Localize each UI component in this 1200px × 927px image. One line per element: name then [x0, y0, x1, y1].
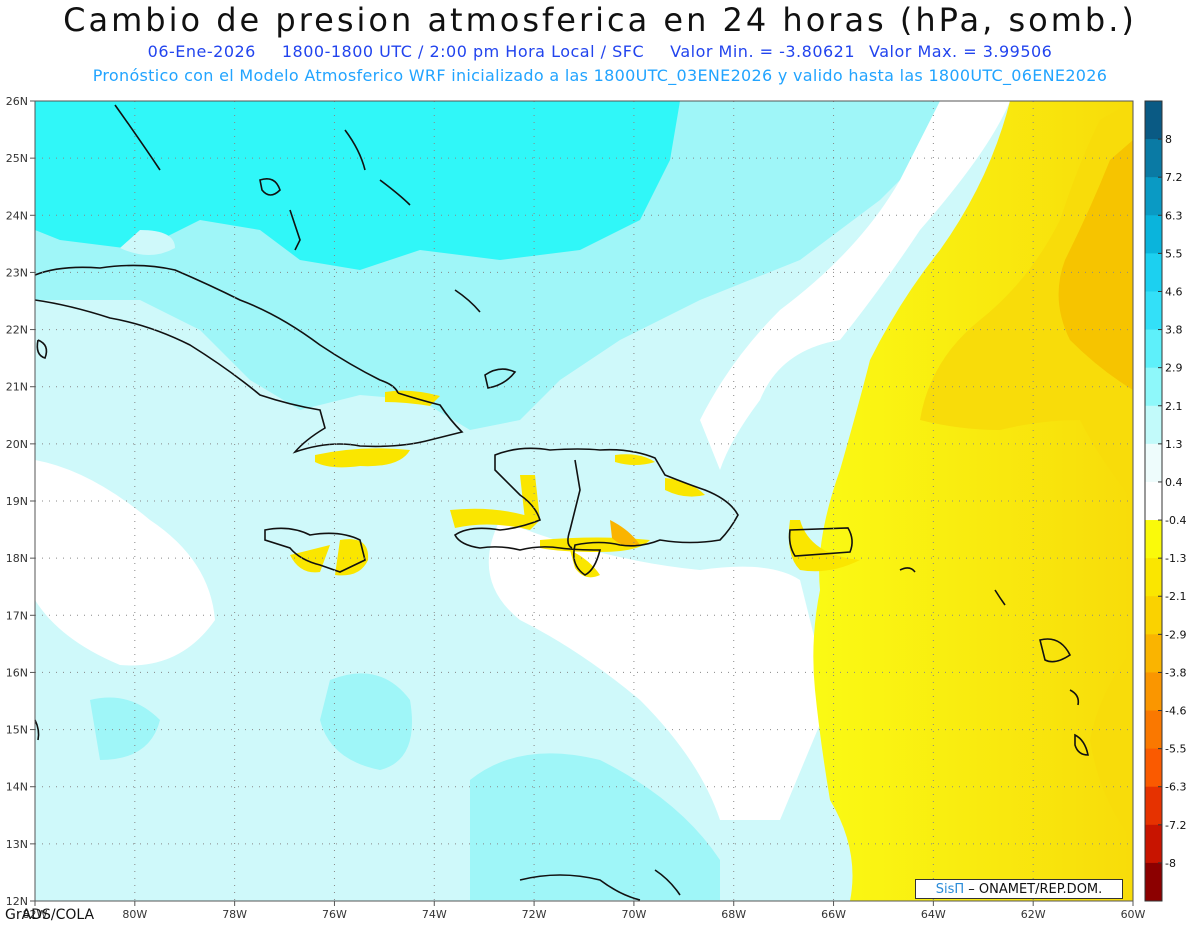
colorbar-swatch — [1145, 367, 1162, 407]
lat-label: 26N — [6, 95, 28, 108]
colorbar-label: -0.4 — [1165, 514, 1186, 527]
colorbar-swatch — [1145, 177, 1162, 216]
colorbar-label: 8 — [1165, 133, 1172, 146]
lat-label: 25N — [6, 152, 28, 165]
lat-label: 15N — [6, 724, 28, 737]
lon-label: 66W — [821, 908, 846, 921]
latitude-labels: 26N 25N 24N 23N 22N 21N 20N 19N 18N 17N 16N 15N 14N 1… — [6, 95, 35, 908]
colorbar-swatch — [1145, 139, 1162, 178]
max-value: Valor Max. = 3.99506 — [869, 42, 1053, 61]
lat-label: 13N — [6, 838, 28, 851]
colorbar-label: -2.9 — [1165, 628, 1186, 641]
lat-label: 20N — [6, 438, 28, 451]
lat-label: 23N — [6, 266, 28, 279]
colorbar-swatch — [1145, 481, 1162, 521]
colorbar-label: 4.6 — [1165, 285, 1183, 298]
pressure-field — [35, 101, 1133, 901]
model-info-line: Pronóstico con el Modelo Atmosferico WRF… — [92, 66, 1108, 85]
colorbar-label: 1.3 — [1165, 438, 1183, 451]
lon-label: 68W — [721, 908, 746, 921]
colorbar-swatch — [1145, 443, 1162, 483]
colorbar-swatch — [1145, 558, 1162, 597]
colorbar-swatch — [1145, 710, 1162, 750]
colorbar-label: -4.6 — [1165, 705, 1186, 718]
lon-label: 74W — [422, 908, 447, 921]
producer-text: – ONAMET/REP.DOM. — [964, 882, 1103, 897]
lon-label: 60W — [1121, 908, 1146, 921]
cuba-north-coast — [34, 264, 399, 394]
colorbar-label: -5.5 — [1165, 743, 1186, 756]
forecast-time: 1800-1800 UTC / 2:00 pm Hora Local / SFC — [281, 42, 645, 61]
forecast-date: 06-Ene-2026 — [147, 42, 256, 61]
forecast-info-line: 06-Ene-2026 1800-1800 UTC / 2:00 pm Hora … — [0, 42, 1200, 62]
min-value: Valor Min. = -3.80621 — [670, 42, 856, 61]
lon-label: 70W — [621, 908, 646, 921]
lon-label: 82W — [23, 908, 48, 921]
lon-label: 62W — [1021, 908, 1046, 921]
jamaica-coast — [264, 527, 366, 573]
colorbar-label: 2.1 — [1165, 400, 1183, 413]
colorbar-swatch — [1145, 786, 1162, 826]
colorbar-label: -7.2 — [1165, 819, 1186, 832]
colorbar-swatch — [1145, 672, 1162, 712]
colorbar-label: -3.8 — [1165, 666, 1186, 679]
colorbar-label: -1.3 — [1165, 552, 1186, 565]
colorbar-label: 6.3 — [1165, 209, 1183, 222]
hispaniola-coast — [453, 447, 739, 576]
map-title: Cambio de presion atmosferica en 24 hora… — [63, 1, 1137, 39]
cuba-south-coast — [34, 299, 464, 454]
colorbar-swatch — [1145, 253, 1162, 292]
colorbar-swatch — [1145, 291, 1162, 331]
colorbar: 8 7.2 6.3 5.5 4.6 3.8 2.9 2.1 1.3 0.4 -0.4 -1.3 -2.1… — [1144, 100, 1186, 902]
puerto-rico-coast — [788, 527, 853, 557]
colorbar-swatch — [1145, 596, 1162, 635]
coastlines — [34, 104, 1089, 901]
producer-credit: SisΠ – ONAMET/REP.DOM. — [915, 879, 1123, 899]
colorbar-label: 3.8 — [1165, 324, 1183, 337]
longitude-labels: 82W 80W 78W 76W 74W 72W 70W 68W 66W 64W 62W 60W — [23, 901, 1146, 921]
haiti-dr-border — [567, 459, 581, 549]
colorbar-label: -6.3 — [1165, 781, 1186, 794]
colorbar-swatch — [1145, 520, 1162, 559]
lat-label: 14N — [6, 781, 28, 794]
colorbar-swatch — [1145, 862, 1162, 902]
field-cyan-high — [35, 101, 680, 270]
lon-label: 78W — [222, 908, 247, 921]
lat-label: 22N — [6, 324, 28, 337]
colorbar-swatch — [1145, 329, 1162, 369]
weather-map: 26N 25N 24N 23N 22N 21N 20N 19N 18N 17N 16N 15N 14N 1… — [6, 95, 1187, 921]
colorbar-swatch — [1145, 215, 1162, 254]
colorbar-swatch — [1145, 405, 1162, 445]
colorbar-label: -2.1 — [1165, 590, 1186, 603]
colorbar-label: 5.5 — [1165, 247, 1183, 260]
lon-label: 80W — [122, 908, 147, 921]
colorbar-label: 2.9 — [1165, 362, 1183, 375]
colorbar-swatch — [1145, 101, 1162, 140]
lat-label: 16N — [6, 666, 28, 679]
lat-label: 12N — [6, 895, 28, 908]
colorbar-swatch — [1145, 824, 1162, 864]
colorbar-swatch — [1145, 748, 1162, 788]
colorbar-label: 7.2 — [1165, 171, 1183, 184]
software-credit: GrADS/COLA — [5, 907, 95, 923]
lat-label: 21N — [6, 381, 28, 394]
sispi-logo: SisΠ — [935, 882, 965, 897]
colorbar-label: -8 — [1165, 857, 1176, 870]
lat-label: 24N — [6, 209, 28, 222]
colorbar-frame — [1144, 100, 1163, 902]
colorbar-label: 0.4 — [1165, 476, 1183, 489]
lat-label: 18N — [6, 552, 28, 565]
lon-label: 64W — [921, 908, 946, 921]
lon-label: 72W — [522, 908, 547, 921]
lon-label: 76W — [322, 908, 347, 921]
lat-label: 17N — [6, 609, 28, 622]
graticule — [35, 101, 1133, 901]
colorbar-swatch — [1145, 634, 1162, 673]
lat-label: 19N — [6, 495, 28, 508]
